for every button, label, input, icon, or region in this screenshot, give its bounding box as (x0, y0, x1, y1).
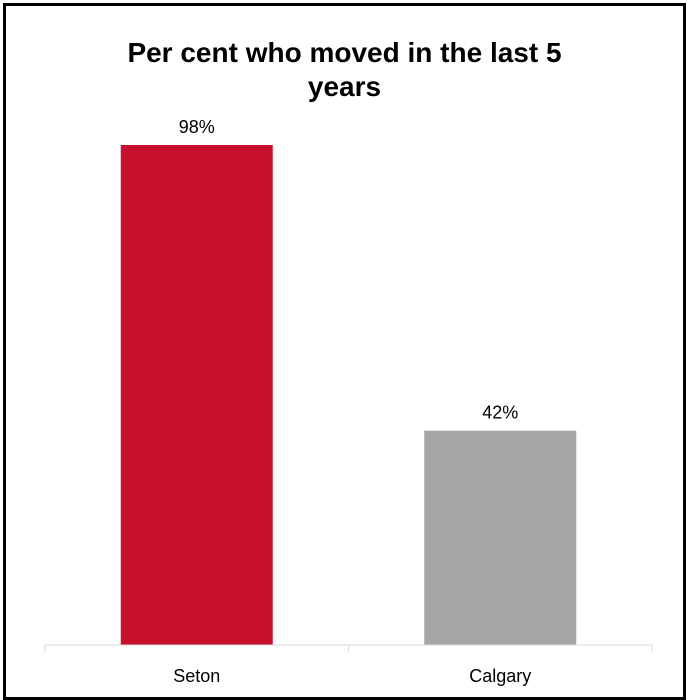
x-tick-label-calgary: Calgary (469, 666, 531, 686)
bar-calgary (424, 430, 577, 645)
x-tick-label-seton: Seton (173, 666, 220, 686)
chart-title-line-2: years (307, 70, 382, 102)
chart-frame: Per cent who moved in the last 5 years (3, 3, 686, 700)
chart-title-line-1: Per cent who moved in the last 5 (127, 37, 562, 68)
bar-seton (120, 145, 273, 645)
data-label-seton: 98% (179, 117, 215, 137)
chart-title: Per cent who moved in the last 5 years (6, 36, 683, 103)
data-label-calgary: 42% (482, 403, 518, 423)
